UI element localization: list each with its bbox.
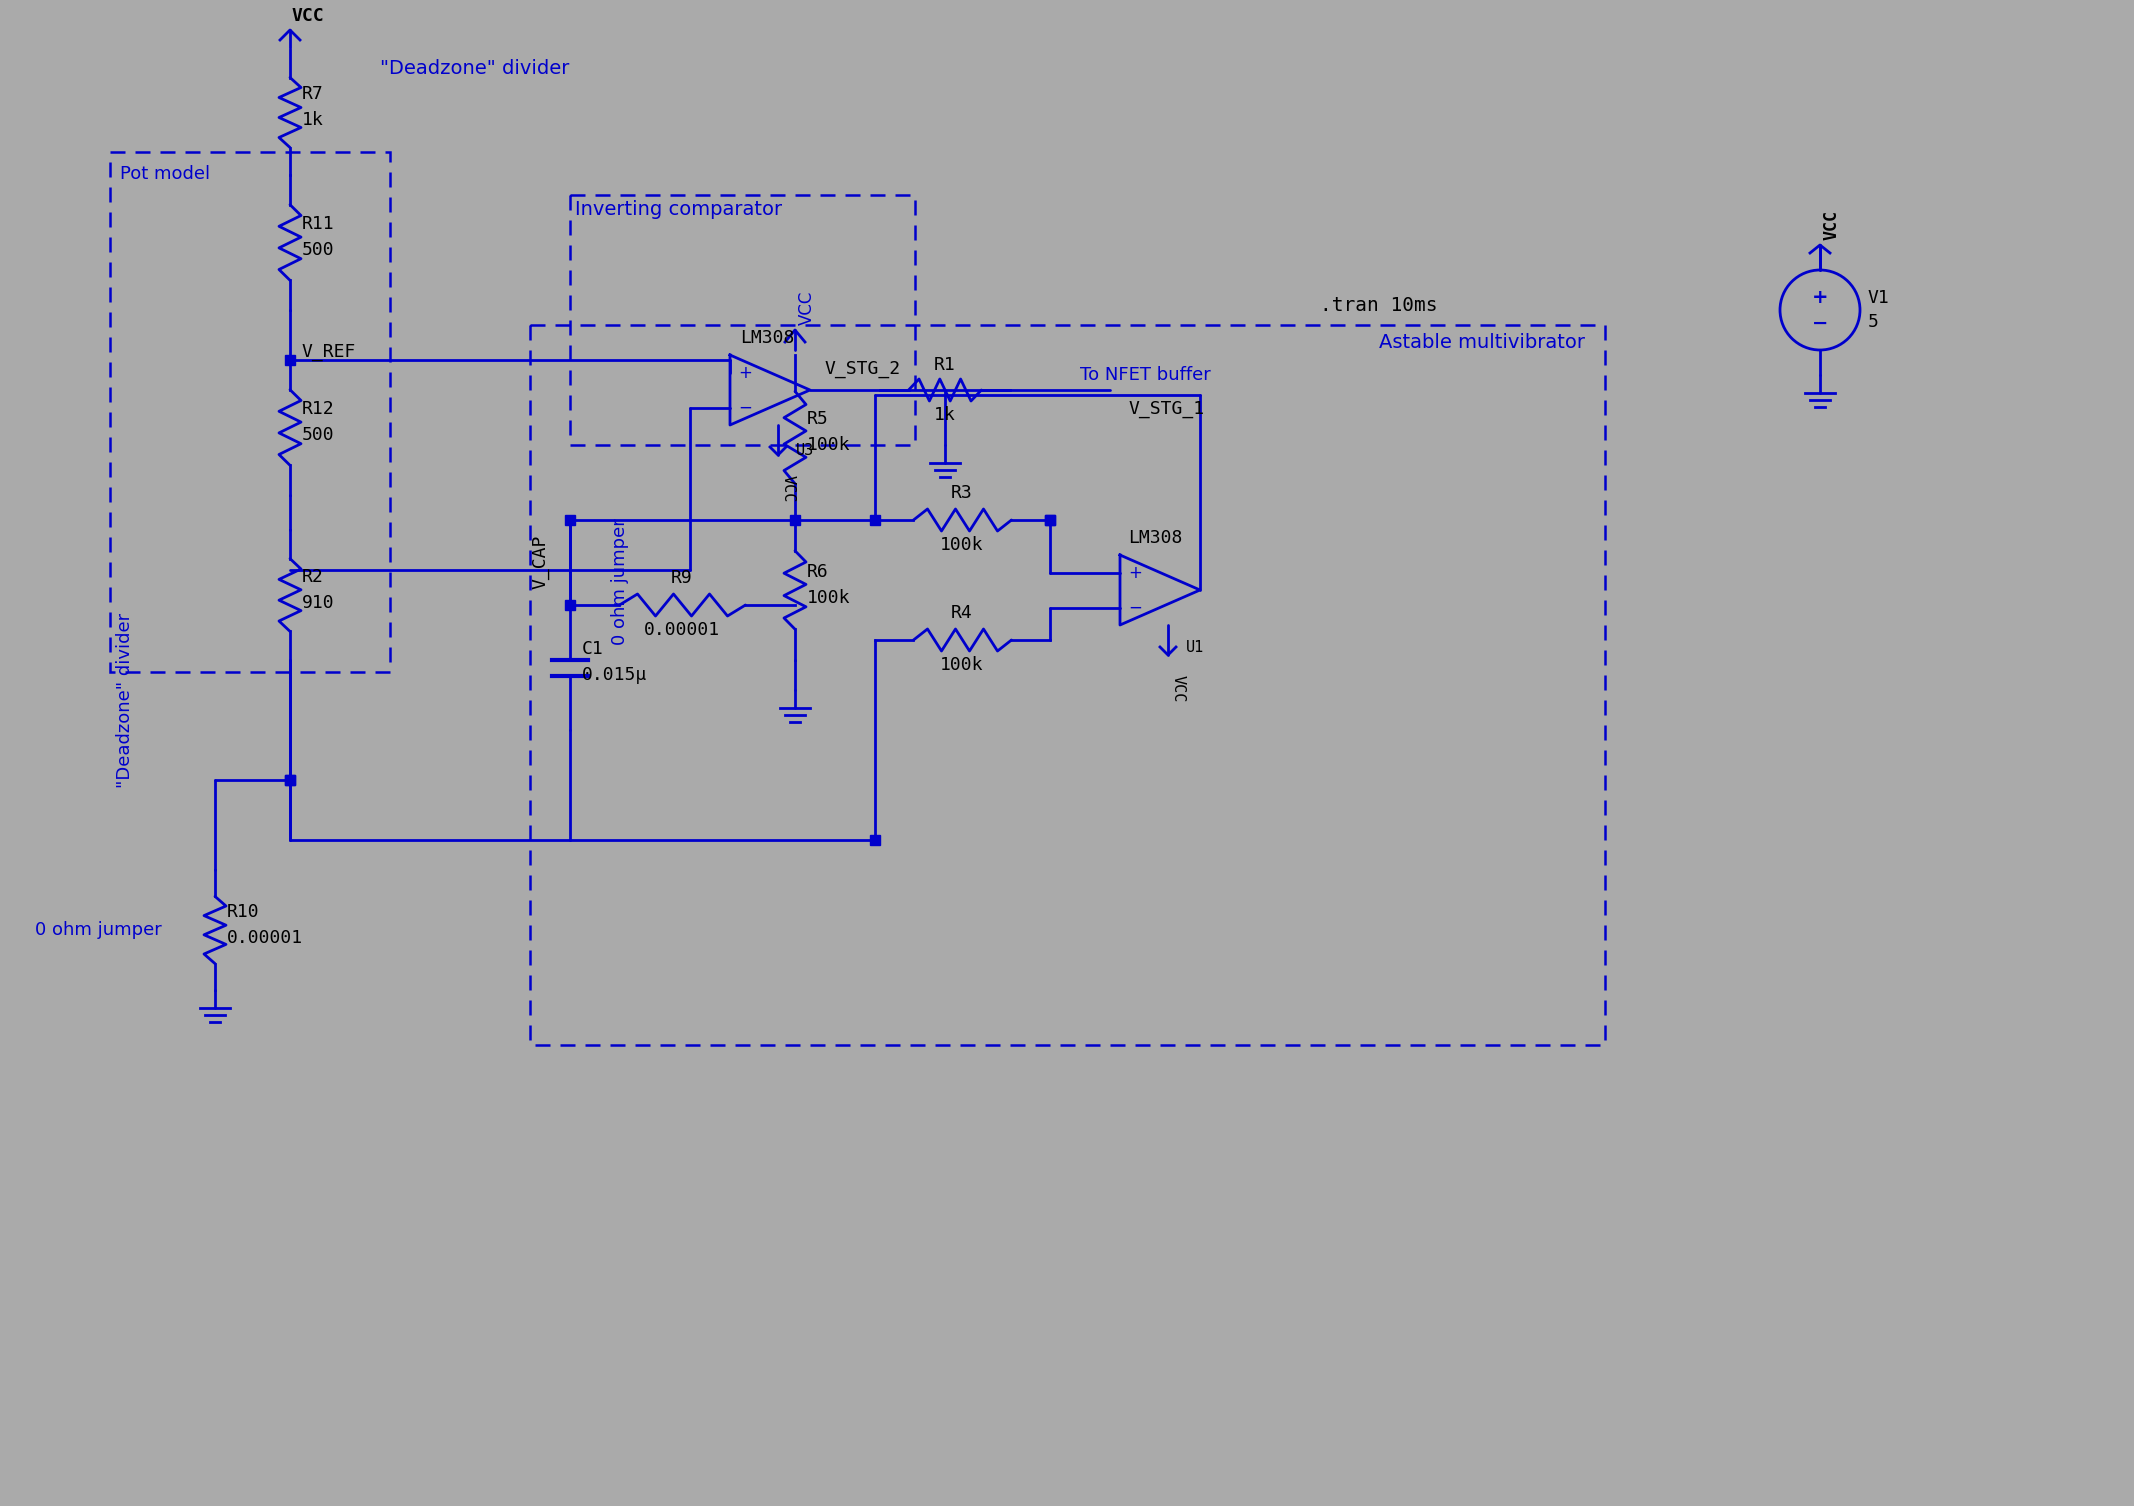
Text: R3: R3 xyxy=(952,483,973,501)
Text: LM308: LM308 xyxy=(1129,529,1182,547)
Text: V1: V1 xyxy=(1867,289,1891,307)
Text: 1k: 1k xyxy=(303,111,324,130)
Text: 910: 910 xyxy=(303,593,335,611)
Text: −: − xyxy=(738,399,751,417)
Text: R4: R4 xyxy=(952,604,973,622)
Text: VCC: VCC xyxy=(1172,675,1187,702)
Text: −: − xyxy=(1129,598,1142,616)
Text: VCC: VCC xyxy=(798,291,815,325)
Text: U3: U3 xyxy=(796,443,815,458)
Text: V_REF: V_REF xyxy=(303,343,356,361)
Text: VCC: VCC xyxy=(1822,209,1842,239)
Text: R11: R11 xyxy=(303,215,335,233)
Text: V_CAP: V_CAP xyxy=(531,535,551,589)
Text: VCC: VCC xyxy=(292,8,324,26)
Text: 100k: 100k xyxy=(941,536,984,554)
Text: "Deadzone" divider: "Deadzone" divider xyxy=(115,613,134,788)
Text: +: + xyxy=(738,363,751,381)
Text: LM308: LM308 xyxy=(740,328,794,346)
Text: V_STG_1: V_STG_1 xyxy=(1129,401,1206,419)
Text: 500: 500 xyxy=(303,241,335,259)
Text: C1: C1 xyxy=(583,640,604,658)
Text: V_STG_2: V_STG_2 xyxy=(826,360,901,378)
Text: 1k: 1k xyxy=(935,407,956,425)
Text: R7: R7 xyxy=(303,84,324,102)
Text: 500: 500 xyxy=(303,426,335,444)
Text: 100k: 100k xyxy=(941,657,984,675)
Text: R9: R9 xyxy=(670,569,694,587)
Text: Pot model: Pot model xyxy=(120,166,209,184)
Text: +: + xyxy=(1129,563,1142,581)
Text: 100k: 100k xyxy=(807,589,851,607)
Text: 0.015μ: 0.015μ xyxy=(583,666,647,684)
Bar xyxy=(570,194,915,444)
Text: .tran 10ms: .tran 10ms xyxy=(1321,295,1438,315)
Text: "Deadzone" divider: "Deadzone" divider xyxy=(380,59,570,77)
Text: R12: R12 xyxy=(303,401,335,419)
Text: R5: R5 xyxy=(807,410,828,428)
Text: R10: R10 xyxy=(226,904,260,922)
Text: 5: 5 xyxy=(1867,313,1878,331)
Text: 0.00001: 0.00001 xyxy=(226,929,303,947)
Text: 0.00001: 0.00001 xyxy=(644,620,719,639)
Text: VCC: VCC xyxy=(781,474,796,503)
Text: Inverting comparator: Inverting comparator xyxy=(574,200,783,218)
Text: +: + xyxy=(1812,288,1829,307)
Text: 0 ohm jumper: 0 ohm jumper xyxy=(610,518,630,646)
Bar xyxy=(111,152,391,672)
Text: −: − xyxy=(1812,313,1829,333)
Text: 0 ohm jumper: 0 ohm jumper xyxy=(34,922,162,940)
Bar xyxy=(529,325,1605,1045)
Text: U1: U1 xyxy=(1187,640,1204,655)
Text: R1: R1 xyxy=(935,355,956,373)
Text: R2: R2 xyxy=(303,568,324,586)
Text: R6: R6 xyxy=(807,563,828,581)
Text: To NFET buffer: To NFET buffer xyxy=(1080,366,1210,384)
Text: Astable multivibrator: Astable multivibrator xyxy=(1379,333,1586,352)
Text: 100k: 100k xyxy=(807,437,851,453)
